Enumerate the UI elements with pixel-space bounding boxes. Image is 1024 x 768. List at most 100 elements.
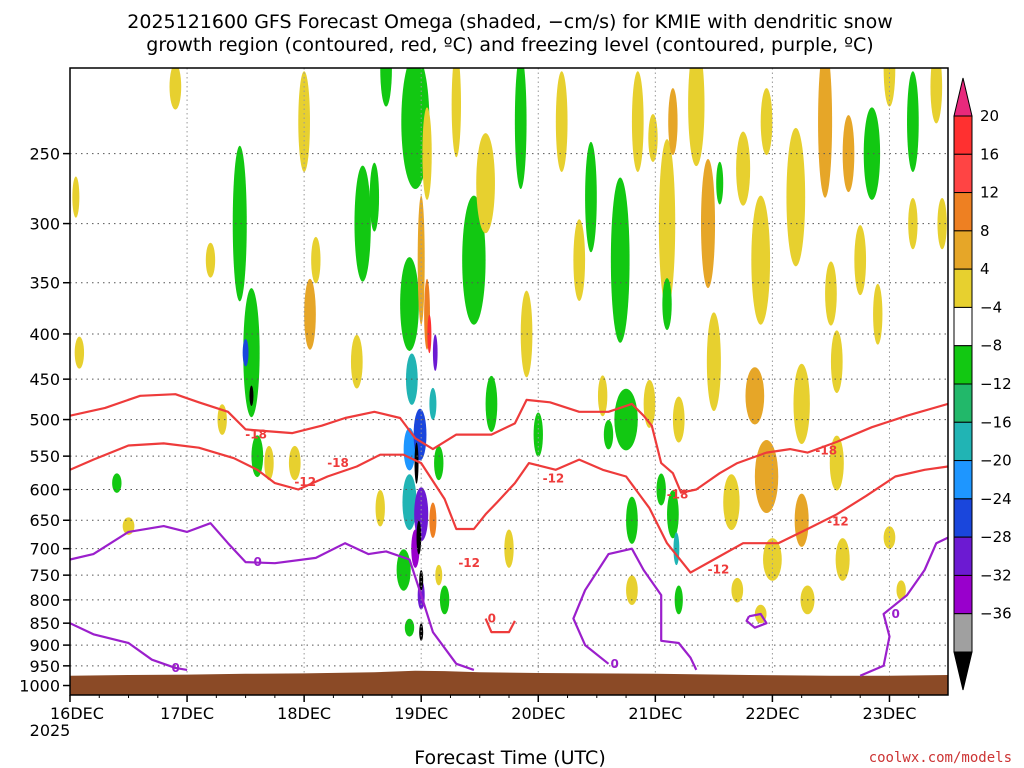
omega-cell [716, 161, 724, 205]
colorbar-swatch [953, 268, 973, 308]
omega-cell [242, 338, 249, 367]
y-tick-label: 750 [29, 566, 60, 585]
contour-label: -18 [327, 456, 349, 470]
omega-cell [631, 71, 644, 172]
colorbar-label: −8 [980, 337, 1002, 355]
omega-cell [514, 68, 527, 190]
omega-cell [835, 538, 850, 581]
omega-cell [610, 177, 630, 343]
x-tick-label: 22DEC [745, 704, 799, 723]
contour-label: -12 [827, 514, 849, 528]
omega-cell [736, 131, 751, 206]
omega-cell [555, 71, 568, 172]
omega-cell [217, 404, 227, 435]
omega-cell [643, 379, 656, 428]
omega-cell [930, 68, 943, 124]
colorbar-swatch [953, 460, 973, 500]
omega-cell [674, 585, 683, 615]
chart-title-line1: 2025121600 GFS Forecast Omega (shaded, −… [127, 11, 892, 33]
omega-cell [375, 489, 385, 527]
colorbar-swatch [953, 306, 973, 347]
colorbar-swatch [953, 192, 973, 232]
colorbar-label: −24 [980, 490, 1012, 508]
contour-label: -12 [458, 556, 480, 570]
colorbar-swatch [953, 536, 973, 576]
x-tick-label: 21DEC [628, 704, 682, 723]
omega-cell [304, 278, 316, 350]
omega-cell [462, 195, 486, 325]
contour-line [484, 618, 516, 634]
colorbar-label: −4 [980, 298, 1002, 316]
x-tick-label: 23DEC [862, 704, 916, 723]
contour-line [859, 536, 948, 677]
x-axis: 16DEC 17DEC 18DEC 19DEC 20DEC 21DEC 22DEC 23DEC [50, 695, 920, 723]
colorbar-label: −28 [980, 528, 1012, 546]
omega-cell [427, 314, 432, 354]
y-tick-label: 550 [29, 447, 60, 466]
y-tick-label: 850 [29, 614, 60, 633]
omega-cell [907, 71, 919, 172]
omega-cell [793, 363, 810, 445]
omega-cell [760, 88, 773, 156]
x-year-label: 2025 [30, 721, 71, 740]
omega-cell [485, 375, 498, 432]
omega-cell [112, 473, 122, 493]
omega-cell [672, 396, 685, 443]
contour-label: 0 [172, 661, 180, 675]
omega-cell [668, 88, 678, 156]
omega-cell [419, 623, 424, 641]
y-tick-label: 600 [29, 481, 60, 500]
contour-label: -18 [815, 444, 837, 458]
y-tick-label: 250 [29, 145, 60, 164]
omega-cell [656, 473, 666, 506]
y-tick-label: 950 [29, 657, 60, 676]
colorbar-label: −20 [980, 452, 1012, 470]
contour-label: -12 [708, 562, 730, 576]
omega-cell [842, 115, 855, 193]
omega-cell [417, 195, 425, 325]
y-tick-label: 450 [29, 370, 60, 389]
omega-cell [873, 283, 883, 345]
colorbar-swatch [953, 613, 973, 653]
colorbar-label: −36 [980, 605, 1012, 623]
contour-label: -18 [245, 428, 267, 442]
colorbar-top-arrow [953, 77, 973, 117]
colorbar-label: 16 [980, 145, 999, 163]
y-tick-label: 1000 [19, 677, 60, 696]
credit-text: coolwx.com/models [869, 750, 1012, 766]
omega-cell [429, 387, 437, 420]
colorbar-label: −12 [980, 375, 1012, 393]
omega-cell [403, 427, 416, 471]
grid-lines [70, 68, 948, 695]
omega-cell [662, 278, 672, 331]
omega-cell [169, 68, 182, 110]
omega-cell [205, 242, 216, 278]
omega-cell [818, 68, 833, 198]
omega-cell [829, 435, 844, 491]
omega-cell [402, 474, 417, 531]
omega-cell [401, 68, 430, 190]
omega-cell [404, 618, 415, 637]
omega-cell [298, 71, 310, 172]
omega-cell [626, 575, 638, 605]
colorbar-swatch [953, 383, 973, 423]
colorbar-swatch [953, 498, 973, 538]
contour-line [572, 547, 698, 671]
omega-cell [731, 577, 744, 603]
colorbar-swatch [953, 230, 973, 270]
x-tick-label: 17DEC [160, 704, 214, 723]
y-tick-label: 350 [29, 274, 60, 293]
x-tick-label: 18DEC [277, 704, 331, 723]
omega-cell [434, 445, 444, 481]
colorbar-label: −32 [980, 566, 1012, 584]
omega-cell [883, 526, 896, 549]
omega-cell [896, 580, 906, 601]
omega-cell [264, 445, 274, 481]
omega-cell [688, 68, 705, 167]
omega-cell [754, 440, 779, 514]
contour-line [70, 442, 948, 574]
y-tick-label: 500 [29, 411, 60, 430]
y-axis: 250 300 350 400 450 500 550 600 650 700 750 800 850 9… [19, 145, 70, 696]
y-tick-label: 800 [29, 591, 60, 610]
